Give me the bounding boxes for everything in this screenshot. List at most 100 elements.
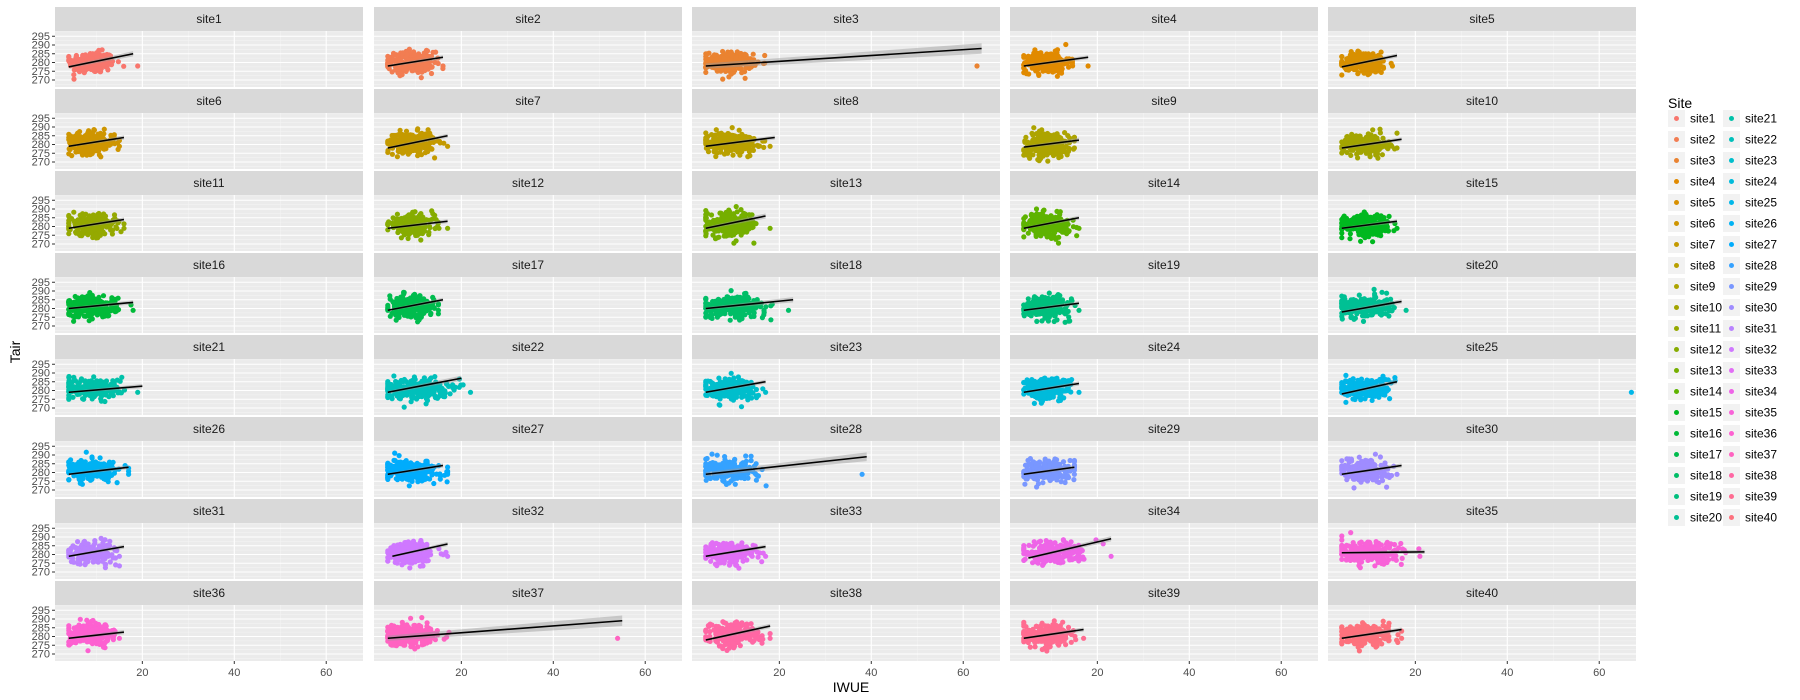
data-point [1029, 140, 1036, 147]
data-point [1056, 63, 1062, 69]
data-point [415, 150, 421, 156]
data-point [1369, 134, 1375, 140]
data-point [432, 225, 438, 232]
data-point [94, 146, 100, 152]
data-point [1037, 225, 1043, 231]
data-point [1379, 152, 1385, 158]
data-point [1070, 224, 1076, 230]
data-point [98, 130, 104, 136]
data-point [713, 57, 719, 63]
data-point [742, 291, 748, 297]
data-point [66, 146, 72, 152]
data-point [398, 235, 404, 241]
panel-content [66, 209, 127, 241]
data-point [1056, 155, 1062, 161]
data-point [1054, 73, 1060, 79]
data-point [416, 230, 423, 237]
data-point [1034, 50, 1040, 57]
data-point [101, 126, 107, 132]
panel-content [1021, 41, 1091, 79]
facet-strip [1010, 89, 1318, 113]
data-point [415, 146, 422, 152]
data-point [738, 207, 744, 213]
data-point [729, 224, 735, 230]
data-point [71, 318, 77, 324]
data-point [727, 51, 733, 57]
data-point [435, 307, 441, 313]
data-point [739, 57, 745, 63]
data-point [73, 149, 79, 155]
facet-panel-site19: site19 [1010, 253, 1318, 333]
data-point [1339, 72, 1345, 78]
data-point [387, 313, 393, 319]
data-point [130, 307, 136, 313]
data-point [734, 312, 740, 318]
data-point [1363, 54, 1369, 60]
data-point [730, 152, 736, 158]
data-point [414, 127, 420, 133]
facet-panel-site15: site15 [1328, 171, 1636, 251]
data-point [1043, 225, 1049, 232]
data-point [77, 145, 83, 152]
data-point [135, 63, 141, 69]
data-point [1021, 216, 1027, 222]
data-point [71, 72, 77, 78]
data-point [89, 144, 95, 150]
data-point [89, 56, 95, 62]
data-point [413, 64, 419, 70]
data-point [105, 67, 111, 73]
data-point [66, 301, 72, 308]
data-point [1024, 59, 1030, 65]
data-point [1374, 143, 1380, 149]
data-point [747, 146, 753, 152]
data-point [93, 231, 99, 237]
facet-strip [55, 253, 363, 277]
y-tick-label: 290 [32, 122, 50, 134]
data-point [741, 221, 747, 227]
data-point [394, 211, 400, 217]
data-point [89, 316, 95, 322]
data-point [739, 70, 745, 76]
data-point [96, 294, 102, 300]
data-point [407, 149, 413, 155]
facet-strip-label: site9 [1151, 94, 1177, 108]
data-point [713, 127, 719, 133]
data-point [1378, 69, 1384, 75]
data-point [94, 134, 101, 140]
data-point [1360, 64, 1366, 70]
data-point [393, 317, 399, 323]
data-point [437, 140, 443, 146]
data-point [1381, 224, 1387, 230]
regression-line [1023, 216, 1080, 230]
panel-content [1021, 206, 1082, 246]
data-point [768, 303, 774, 309]
data-point [404, 218, 411, 225]
data-point [1037, 232, 1043, 238]
data-point [767, 225, 773, 231]
data-point [409, 64, 415, 70]
data-point [1339, 216, 1345, 223]
data-point [389, 132, 395, 139]
data-point [1375, 230, 1381, 237]
data-point [1036, 71, 1042, 77]
facet-strip-label: site19 [1148, 258, 1180, 272]
data-point [422, 150, 428, 156]
data-point [77, 212, 83, 218]
facet-panel-site8: site8 [692, 89, 1000, 169]
data-point [394, 154, 400, 160]
data-point [1061, 146, 1067, 152]
regression-line [1341, 220, 1398, 230]
data-point [1046, 57, 1052, 63]
data-point [445, 143, 451, 149]
facet-panel-site17: site17 [374, 253, 682, 333]
data-point [729, 142, 736, 148]
data-point [703, 229, 709, 235]
facet-strip-label: site1 [196, 12, 222, 26]
data-point [747, 56, 754, 62]
data-point [1349, 53, 1355, 59]
facet-panel-site2: site2 [374, 7, 682, 87]
data-point [418, 65, 424, 71]
